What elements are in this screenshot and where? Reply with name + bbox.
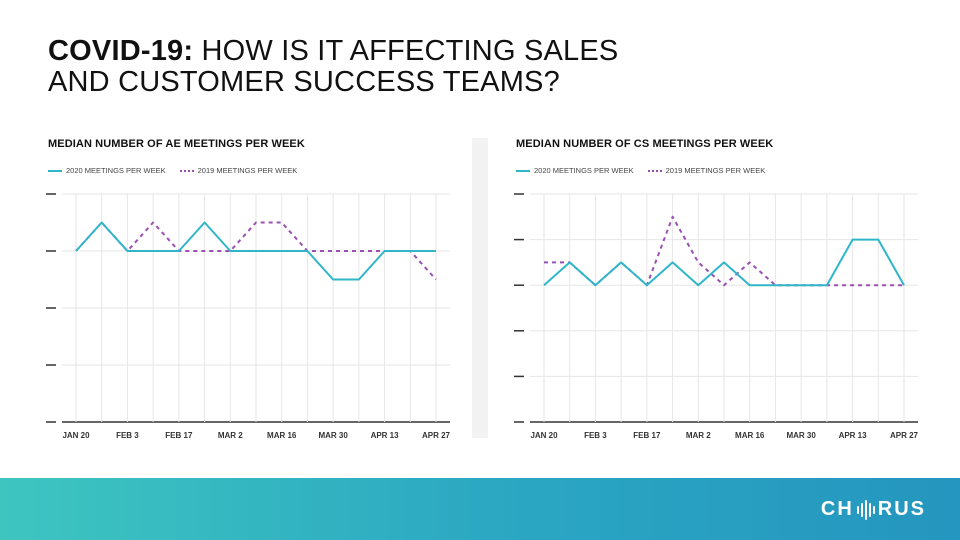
x-tick-label: APR 13 (839, 431, 868, 440)
x-tick-label: JAN 20 (530, 431, 558, 440)
cs-chart-title: MEDIAN NUMBER OF CS MEETINGS PER WEEK (516, 138, 774, 150)
chorus-logo: CH RUS (821, 498, 926, 521)
x-tick-label: FEB 3 (116, 431, 139, 440)
x-tick-label: JAN 20 (62, 431, 90, 440)
x-tick-label: APR 27 (422, 431, 451, 440)
footer-bar: CH RUS (0, 478, 960, 540)
legend-item-2020: 2020 MEETINGS PER WEEK (48, 166, 166, 175)
legend-label-2019: 2019 MEETINGS PER WEEK (665, 166, 766, 175)
legend-swatch-solid (48, 169, 62, 172)
legend-label-2020: 2020 MEETINGS PER WEEK (534, 166, 634, 175)
chart-divider (472, 138, 488, 438)
x-tick-label: MAR 2 (686, 431, 711, 440)
legend-item-2020: 2020 MEETINGS PER WEEK (516, 166, 634, 175)
cs-meetings-line-chart: JAN 20 FEB 3 FEB 17 MAR 2 MAR 16 MAR 30 APR 13… (514, 193, 919, 440)
legend-swatch-solid (516, 169, 530, 172)
page-title: COVID-19: HOW IS IT AFFECTING SALES AND … (48, 36, 908, 98)
cs-chart-legend: 2020 MEETINGS PER WEEK 2019 MEETINGS PER… (516, 166, 779, 175)
x-tick-label: MAR 2 (218, 431, 243, 440)
title-bold: COVID-19: (48, 35, 194, 67)
title-line-2: AND CUSTOMER SUCCESS TEAMS? (48, 66, 560, 98)
legend-swatch-dotted (647, 169, 662, 172)
x-tick-label: FEB 3 (584, 431, 607, 440)
legend-item-2019: 2019 MEETINGS PER WEEK (179, 166, 298, 175)
legend-label-2020: 2020 MEETINGS PER WEEK (66, 166, 166, 175)
series-line-2020 (75, 221, 436, 281)
legend-swatch-dotted (179, 169, 194, 172)
series-line-2019 (544, 215, 904, 287)
x-tick-label: MAR 30 (318, 431, 348, 440)
x-tick-label: MAR 16 (267, 431, 297, 440)
x-tick-label: APR 13 (371, 431, 400, 440)
legend-label-2019: 2019 MEETINGS PER WEEK (197, 166, 298, 175)
title-line-1-rest: HOW IS IT AFFECTING SALES (193, 35, 619, 67)
series-line-2019 (75, 221, 437, 281)
legend-item-2019: 2019 MEETINGS PER WEEK (647, 166, 766, 175)
ae-chart-legend: 2020 MEETINGS PER WEEK 2019 MEETINGS PER… (48, 166, 311, 175)
x-tick-label: MAR 30 (786, 431, 816, 440)
soundwave-icon (856, 499, 876, 520)
x-tick-label: APR 27 (890, 431, 919, 440)
title-line-1: COVID-19: HOW IS IT AFFECTING SALES (48, 36, 908, 67)
logo-text-left: CH (820, 498, 854, 520)
ae-chart-title: MEDIAN NUMBER OF AE MEETINGS PER WEEK (48, 138, 305, 150)
x-tick-label: FEB 17 (633, 431, 661, 440)
x-tick-label: MAR 16 (735, 431, 765, 440)
series-line-2020 (543, 238, 905, 287)
logo-text-right: RUS (877, 498, 926, 520)
ae-meetings-line-chart: JAN 20 FEB 3 FEB 17 MAR 2 MAR 16 MAR 30 APR 13… (46, 193, 451, 440)
x-tick-label: FEB 17 (165, 431, 193, 440)
